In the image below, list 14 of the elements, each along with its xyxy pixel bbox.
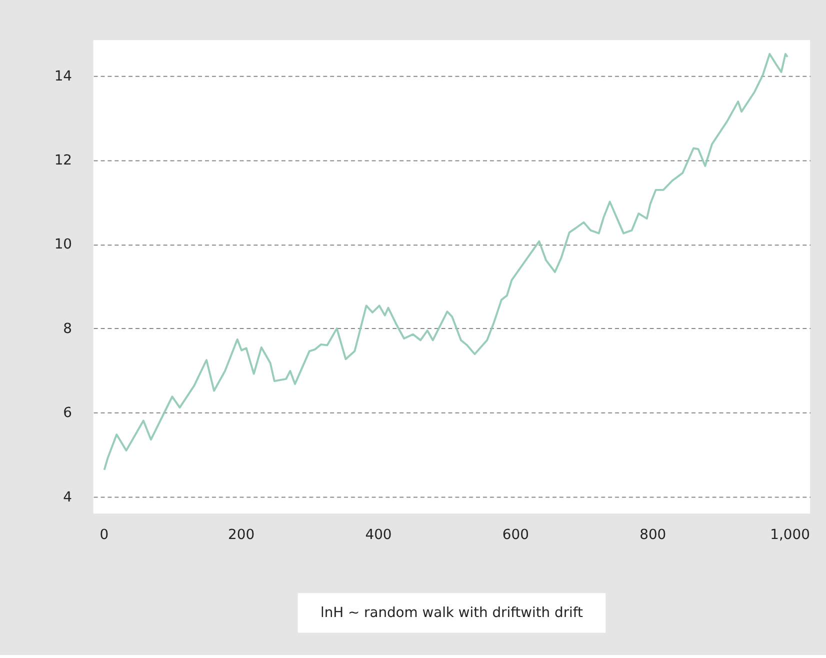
x-tick-label: 200 bbox=[228, 526, 255, 543]
y-tick-label: 12 bbox=[54, 152, 72, 169]
y-tick-label: 14 bbox=[54, 68, 72, 84]
y-tick-label: 6 bbox=[63, 405, 72, 422]
y-tick-label: 8 bbox=[63, 320, 72, 337]
x-tick-label: 400 bbox=[365, 526, 392, 543]
x-tick-label: 1,000 bbox=[770, 526, 810, 543]
y-tick-label: 10 bbox=[54, 236, 72, 253]
x-tick-label: 600 bbox=[502, 526, 529, 543]
text: lnH ~ random walk with driftwith drift bbox=[320, 604, 584, 621]
line-series bbox=[103, 52, 788, 471]
x-tick-label: 0 bbox=[100, 526, 109, 543]
y-tick-label: 4 bbox=[63, 489, 72, 506]
x-tick-label: 800 bbox=[640, 526, 666, 543]
